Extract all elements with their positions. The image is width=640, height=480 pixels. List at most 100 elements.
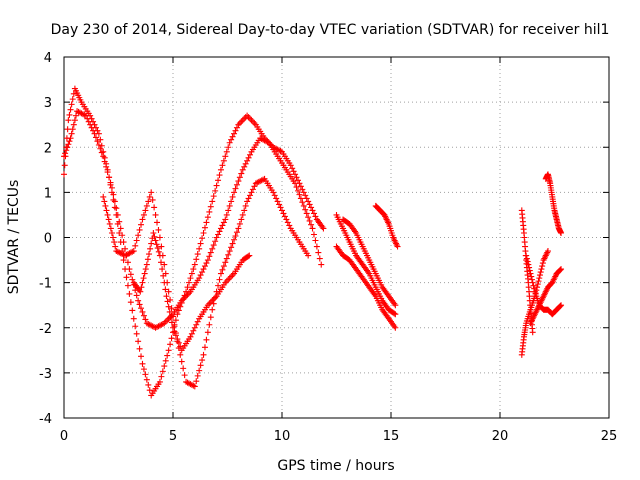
data-point-marker (61, 153, 67, 160)
data-point-marker (216, 228, 223, 235)
data-point-marker (310, 231, 317, 238)
x-tick-label: 20 (492, 429, 509, 444)
data-point-marker (161, 279, 168, 286)
data-point-marker (140, 366, 147, 373)
data-point-marker (197, 240, 204, 247)
data-point-marker (539, 263, 546, 270)
data-point-marker (228, 136, 235, 143)
data-point-marker (302, 206, 309, 213)
data-point-marker (108, 229, 115, 236)
data-point-marker (303, 210, 310, 217)
x-tick-label: 25 (601, 429, 618, 444)
data-point-marker (235, 225, 242, 232)
data-point-marker (207, 249, 214, 256)
data-point-marker (116, 218, 123, 225)
data-point-marker (119, 232, 126, 239)
series-arc-6 (333, 243, 399, 331)
data-point-marker (158, 373, 165, 380)
x-tick-label: 0 (60, 429, 68, 444)
data-point-marker (239, 211, 246, 218)
data-point-marker (193, 378, 200, 385)
data-point-marker (300, 189, 307, 196)
data-point-marker (226, 139, 233, 146)
data-point-marker (66, 138, 73, 145)
data-point-marker (123, 274, 130, 281)
data-point-marker (127, 271, 134, 278)
data-point-marker (190, 266, 197, 273)
data-point-marker (175, 307, 182, 314)
data-point-marker (145, 198, 152, 205)
data-point-marker (142, 207, 149, 214)
data-point-marker (228, 244, 235, 251)
data-point-marker (215, 231, 222, 238)
data-point-marker (135, 338, 142, 345)
data-point-marker (181, 372, 188, 379)
data-point-marker (98, 149, 105, 156)
data-point-marker (94, 138, 101, 145)
data-point-marker (191, 324, 198, 331)
data-point-marker (100, 153, 107, 160)
data-point-marker (223, 255, 230, 262)
data-point-marker (139, 308, 146, 315)
data-point-marker (196, 245, 203, 252)
data-point-marker (245, 114, 252, 121)
data-point-marker (537, 269, 544, 276)
data-point-marker (88, 124, 95, 131)
data-point-marker (147, 245, 154, 252)
data-point-marker (310, 210, 317, 217)
data-point-marker (538, 266, 545, 273)
data-point-marker (178, 358, 185, 365)
data-point-marker (539, 260, 546, 267)
data-point-marker (231, 236, 238, 243)
data-point-marker (160, 272, 167, 279)
data-point-marker (101, 198, 108, 205)
data-point-marker (158, 243, 165, 250)
data-point-marker (172, 317, 179, 324)
data-point-marker (129, 307, 136, 314)
data-point-marker (209, 297, 216, 304)
series-arc-13 (542, 171, 565, 236)
data-point-marker (215, 282, 222, 289)
data-point-marker (151, 204, 158, 211)
data-point-marker (232, 185, 239, 192)
data-point-marker (175, 339, 182, 346)
data-point-marker (187, 333, 194, 340)
data-point-marker (213, 182, 220, 189)
data-point-marker (140, 211, 147, 218)
data-point-marker (247, 151, 254, 158)
series-arc-10 (518, 248, 551, 358)
data-point-marker (289, 165, 296, 172)
data-point-marker (225, 207, 232, 214)
data-point-marker (316, 255, 323, 262)
data-point-marker (194, 372, 201, 379)
data-point-marker (70, 90, 77, 97)
data-point-marker (277, 204, 284, 211)
y-tick-label: 3 (44, 96, 52, 111)
data-point-marker (293, 184, 300, 191)
data-point-marker (70, 121, 77, 128)
data-point-marker (87, 121, 94, 128)
data-point-marker (216, 276, 223, 283)
data-point-marker (309, 225, 316, 232)
data-point-marker (124, 282, 131, 289)
data-point-marker (239, 166, 246, 173)
x-tick-label: 15 (383, 429, 400, 444)
data-point-marker (107, 179, 114, 186)
data-point-marker (233, 181, 240, 188)
data-point-marker (191, 261, 198, 268)
data-point-marker (229, 133, 236, 140)
data-point-marker (103, 207, 110, 214)
data-point-marker (274, 198, 281, 205)
data-point-marker (235, 178, 242, 185)
data-point-marker (273, 195, 280, 202)
data-point-marker (98, 142, 105, 149)
y-tick-label: 4 (44, 51, 52, 66)
data-point-marker (294, 177, 301, 184)
data-point-marker (536, 272, 543, 279)
data-point-marker (557, 302, 564, 309)
data-point-marker (200, 351, 207, 358)
data-point-marker (127, 299, 134, 306)
data-point-marker (69, 126, 76, 133)
data-point-marker (71, 117, 78, 124)
data-point-marker (146, 251, 153, 258)
